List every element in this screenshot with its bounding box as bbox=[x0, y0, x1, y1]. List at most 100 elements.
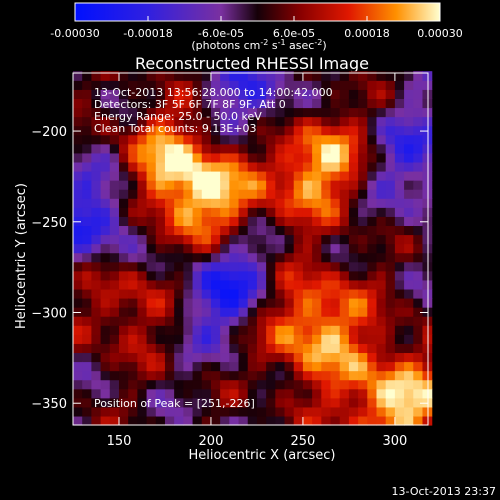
heatmap-cell bbox=[256, 307, 267, 317]
heatmap-cell bbox=[256, 288, 267, 299]
heatmap-cell bbox=[91, 134, 102, 145]
heatmap-cell bbox=[302, 279, 313, 290]
footer-timestamp: 13-Oct-2013 23:37 bbox=[392, 485, 496, 498]
heatmap-cell bbox=[413, 207, 424, 217]
heatmap-cell bbox=[192, 406, 203, 417]
heatmap-cell bbox=[238, 189, 249, 199]
heatmap-cell bbox=[413, 397, 424, 408]
heatmap-cell bbox=[137, 189, 148, 199]
heatmap-cell bbox=[183, 234, 194, 245]
heatmap-cell bbox=[91, 161, 102, 172]
heatmap-cell bbox=[128, 334, 138, 344]
heatmap-cell bbox=[385, 98, 396, 109]
heatmap-cell bbox=[422, 388, 433, 399]
heatmap-cell bbox=[348, 234, 359, 245]
heatmap-cell bbox=[413, 252, 424, 263]
heatmap-cell bbox=[312, 325, 322, 335]
heatmap-cell bbox=[238, 352, 249, 363]
heatmap-cell bbox=[376, 297, 387, 308]
heatmap-cell bbox=[118, 270, 129, 281]
heatmap-cell bbox=[164, 152, 175, 163]
heatmap-cell bbox=[275, 307, 286, 317]
heatmap-cell bbox=[385, 125, 396, 136]
heatmap-cell bbox=[82, 243, 92, 254]
heatmap-cell bbox=[73, 379, 83, 390]
heatmap-cell bbox=[302, 161, 313, 172]
heatmap-cell bbox=[183, 71, 194, 81]
heatmap-cell bbox=[128, 80, 138, 90]
heatmap-cell bbox=[266, 225, 276, 236]
heatmap-cell bbox=[146, 415, 157, 426]
heatmap-cell bbox=[164, 406, 175, 417]
heatmap-cell bbox=[275, 225, 286, 236]
heatmap-cell bbox=[73, 415, 83, 426]
heatmap-cell bbox=[229, 161, 240, 172]
heatmap-cell bbox=[376, 406, 387, 417]
heatmap-cell bbox=[394, 397, 405, 408]
heatmap-cell bbox=[183, 207, 194, 217]
heatmap-cell bbox=[422, 152, 433, 163]
heatmap-cell bbox=[201, 161, 212, 172]
heatmap-cell bbox=[422, 325, 433, 335]
heatmap-cell bbox=[358, 343, 368, 354]
heatmap-cell bbox=[422, 316, 433, 326]
heatmap-cell bbox=[247, 325, 258, 335]
heatmap-cell bbox=[118, 161, 129, 172]
heatmap-cell bbox=[73, 216, 83, 227]
heatmap-cell bbox=[128, 216, 138, 227]
heatmap-cell bbox=[164, 143, 175, 154]
heatmap-cell bbox=[376, 207, 387, 217]
heatmap-cell bbox=[220, 107, 230, 118]
heatmap-cell bbox=[321, 270, 332, 281]
heatmap-cell bbox=[367, 279, 378, 290]
heatmap-cell bbox=[284, 297, 295, 308]
heatmap-cell bbox=[247, 243, 258, 254]
heatmap-cell bbox=[109, 379, 120, 390]
heatmap-cell bbox=[385, 397, 396, 408]
heatmap-cell bbox=[118, 71, 129, 81]
heatmap-cell bbox=[358, 225, 368, 236]
heatmap-cell bbox=[312, 261, 322, 272]
heatmap-cell bbox=[118, 252, 129, 263]
heatmap-cell bbox=[367, 80, 378, 90]
heatmap-cell bbox=[229, 415, 240, 426]
heatmap-cell bbox=[100, 370, 111, 381]
heatmap-cell bbox=[413, 98, 424, 109]
heatmap-cell bbox=[128, 343, 138, 354]
heatmap-cell bbox=[293, 406, 304, 417]
heatmap-cell bbox=[155, 207, 166, 217]
heatmap-cell bbox=[128, 316, 138, 326]
heatmap-cell bbox=[339, 170, 350, 181]
heatmap-cell bbox=[312, 397, 322, 408]
heatmap-cell bbox=[183, 89, 194, 100]
heatmap-cell bbox=[422, 352, 433, 363]
heatmap-cell bbox=[293, 379, 304, 390]
heatmap-cell bbox=[155, 125, 166, 136]
heatmap-cell bbox=[422, 279, 433, 290]
heatmap-cell bbox=[376, 325, 387, 335]
heatmap-cell bbox=[155, 297, 166, 308]
heatmap-cell bbox=[413, 80, 424, 90]
heatmap-cell bbox=[330, 406, 341, 417]
heatmap-cell bbox=[376, 161, 387, 172]
heatmap-cell bbox=[385, 388, 396, 399]
heatmap-cell bbox=[183, 343, 194, 354]
heatmap-cell bbox=[229, 198, 240, 208]
heatmap-cell bbox=[118, 134, 129, 145]
heatmap-cell bbox=[210, 143, 221, 154]
heatmap-cell bbox=[376, 279, 387, 290]
heatmap-cell bbox=[229, 80, 240, 90]
x-tick-label: 300 bbox=[382, 434, 407, 449]
heatmap-cell bbox=[174, 234, 184, 245]
heatmap-cell bbox=[330, 261, 341, 272]
heatmap-cell bbox=[201, 152, 212, 163]
heatmap-cell bbox=[275, 134, 286, 145]
heatmap-cell bbox=[109, 415, 120, 426]
heatmap-cell bbox=[229, 379, 240, 390]
heatmap-cell bbox=[256, 134, 267, 145]
heatmap-cell bbox=[404, 98, 414, 109]
heatmap-cell bbox=[330, 170, 341, 181]
heatmap-cell bbox=[293, 361, 304, 372]
heatmap-cell bbox=[91, 261, 102, 272]
heatmap-cell bbox=[238, 388, 249, 399]
